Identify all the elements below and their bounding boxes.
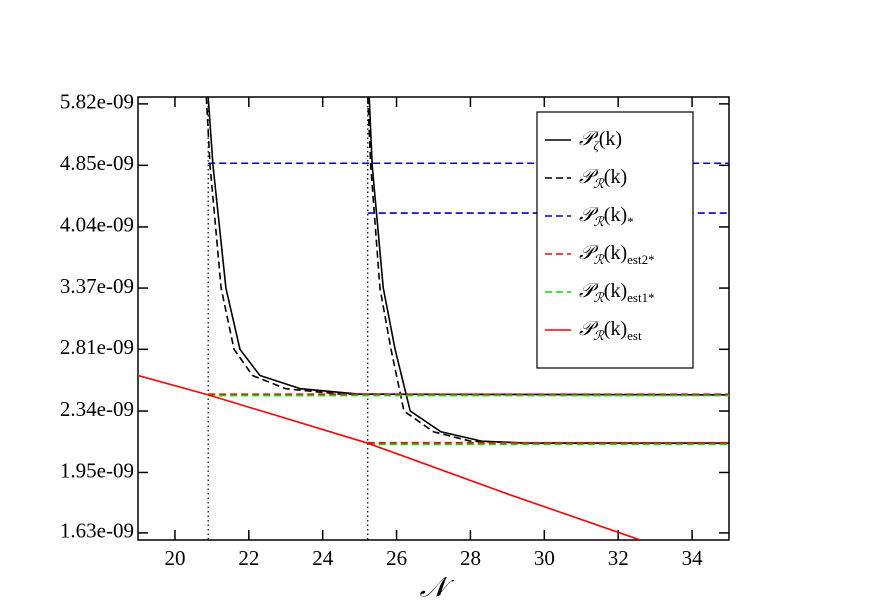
x-tick-label: 30 <box>534 546 555 570</box>
legend-label-part: (k) <box>604 204 627 226</box>
series-line <box>205 97 729 444</box>
plot-frame <box>137 96 730 541</box>
legend-label-part: est1* <box>627 290 654 305</box>
legend-box <box>536 111 694 369</box>
series-line <box>138 374 641 540</box>
legend-label-part: est <box>627 328 642 343</box>
y-tick-label: 2.81e-09 <box>60 335 134 359</box>
x-tick-label: 28 <box>460 546 481 570</box>
legend-label-part: ℛ <box>593 176 605 191</box>
legend-label: 𝒫ℛ(k) <box>579 166 627 191</box>
y-tick-label: 1.95e-09 <box>60 458 134 482</box>
legend-label-part: ℛ <box>593 214 605 229</box>
legend-label-part: ℛ <box>593 290 605 305</box>
y-tick-label: 5.82e-09 <box>60 90 134 114</box>
series-line <box>208 393 729 444</box>
legend-label-part: (k) <box>604 318 627 340</box>
legend-label-part: (k) <box>604 242 627 264</box>
legend-label: 𝒫ζ(k) <box>579 128 622 153</box>
legend-label-part: est2* <box>627 252 654 267</box>
legend-label-part: * <box>627 214 634 229</box>
y-tick-label: 3.37e-09 <box>60 274 134 298</box>
x-tick-label: 26 <box>386 546 407 570</box>
y-tick-label: 2.34e-09 <box>60 397 134 421</box>
x-tick-label: 22 <box>238 546 259 570</box>
x-tick-label: 32 <box>608 546 629 570</box>
legend-label-part: ζ <box>593 138 599 153</box>
legend-label: 𝒫ℛ(k)* <box>579 204 634 229</box>
y-tick-label: 4.85e-09 <box>60 151 134 175</box>
legend-label-part: ℛ <box>593 252 605 267</box>
x-axis-label: 𝒩 <box>420 572 455 603</box>
x-tick-label: 20 <box>164 546 185 570</box>
legend-label-part: (k) <box>604 280 627 302</box>
legend-label-part: (k) <box>599 128 622 150</box>
x-tick-label: 34 <box>682 546 704 570</box>
series-line <box>208 394 729 446</box>
x-tick-label: 24 <box>312 546 334 570</box>
legend-label-part: (k) <box>604 166 627 188</box>
y-tick-label: 4.04e-09 <box>60 213 134 237</box>
y-tick-label: 1.63e-09 <box>60 519 134 543</box>
legend-label-part: ℛ <box>593 328 605 343</box>
